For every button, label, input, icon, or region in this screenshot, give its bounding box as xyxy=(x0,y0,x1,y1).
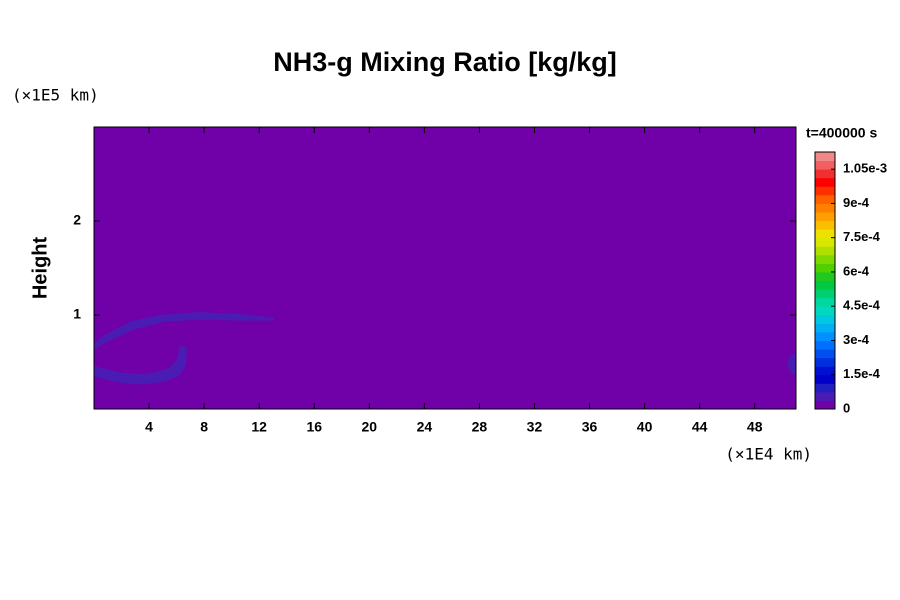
colorbar-band xyxy=(815,169,835,179)
x-tick-label: 16 xyxy=(306,419,322,435)
colorbar-band xyxy=(815,349,835,359)
contour-region xyxy=(94,346,187,385)
colorbar-band xyxy=(815,374,835,384)
colorbar-band xyxy=(815,323,835,333)
colorbar-band xyxy=(815,211,835,222)
plot-background xyxy=(94,127,796,409)
x-tick-label: 44 xyxy=(692,419,708,435)
colorbar-band xyxy=(815,289,835,299)
x-tick-label: 40 xyxy=(637,419,653,435)
contour-region xyxy=(787,351,796,377)
y-tick-label: 1 xyxy=(73,306,81,322)
colorbar-band xyxy=(815,186,835,196)
colorbar-band xyxy=(815,331,835,341)
x-tick-label: 32 xyxy=(527,419,543,435)
colorbar-frame xyxy=(814,151,836,410)
colorbar-tick-label: 4.5e-4 xyxy=(843,298,881,313)
x-tick-label: 8 xyxy=(200,419,208,435)
x-tick-label: 48 xyxy=(747,419,763,435)
colorbar-band xyxy=(815,391,835,401)
colorbar-tick-label: 0 xyxy=(843,400,850,415)
colorbar-band xyxy=(815,194,835,204)
colorbar-band xyxy=(815,366,835,376)
colorbar-band xyxy=(815,177,835,187)
colorbar-tick-label: 9e-4 xyxy=(843,195,870,210)
colorbar-band xyxy=(815,229,835,239)
colorbar-band xyxy=(815,237,835,247)
x-tick-label: 28 xyxy=(472,419,488,435)
colorbar-band xyxy=(815,340,835,350)
colorbar-band xyxy=(815,383,835,393)
y-axis-label: Height xyxy=(29,237,51,300)
chart-title: NH3-g Mixing Ratio [kg/kg] xyxy=(273,47,617,77)
colorbar-band xyxy=(815,400,835,410)
colorbar-band xyxy=(815,306,835,316)
x-tick-label: 4 xyxy=(145,419,153,435)
x-tick-label: 12 xyxy=(251,419,267,435)
colorbar-tick-label: 7.5e-4 xyxy=(843,229,881,244)
x-tick-label: 24 xyxy=(417,419,433,435)
colorbar-band xyxy=(815,297,835,307)
colorbar-tick-label: 6e-4 xyxy=(843,263,870,278)
colorbar-tick-label: 1.05e-3 xyxy=(843,161,887,176)
colorbar-tick-label: 1.5e-4 xyxy=(843,366,881,381)
colorbar-band xyxy=(815,357,835,367)
colorbar-band xyxy=(815,220,835,230)
contour-region xyxy=(94,312,274,350)
colorbar-band xyxy=(815,314,835,324)
x-tick-label: 36 xyxy=(582,419,598,435)
colorbar-band xyxy=(815,254,835,264)
colorbar-band xyxy=(815,263,835,273)
colorbar-band xyxy=(815,271,835,281)
y-tick-label: 2 xyxy=(73,212,81,228)
x-unit-label: (×1E4 km) xyxy=(725,445,812,464)
colorbar-band xyxy=(815,160,835,170)
plot-frame xyxy=(93,126,797,410)
time-annotation: t=400000 s xyxy=(806,125,877,141)
x-tick-label: 20 xyxy=(362,419,378,435)
y-unit-label: (×1E5 km) xyxy=(12,86,99,105)
colorbar-band xyxy=(815,280,835,290)
colorbar-band xyxy=(815,152,835,162)
colorbar-band xyxy=(815,203,835,213)
colorbar-band xyxy=(815,246,835,256)
colorbar-tick-label: 3e-4 xyxy=(843,332,870,347)
